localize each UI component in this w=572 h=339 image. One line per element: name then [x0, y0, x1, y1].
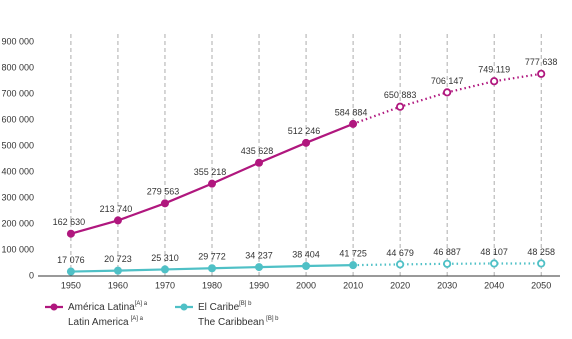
data-label: 48 258 [527, 247, 555, 257]
data-point [66, 229, 75, 238]
y-tick-label: 400 000 [1, 166, 34, 176]
data-point [349, 261, 358, 270]
data-point [396, 102, 405, 111]
data-point [490, 259, 499, 268]
data-label: 777 638 [525, 57, 558, 67]
data-point [160, 199, 169, 208]
legend-name-en: The Caribbean [198, 317, 264, 328]
data-label: 435 628 [241, 146, 274, 156]
data-point [113, 266, 122, 275]
y-tick-label: 500 000 [1, 140, 34, 150]
data-point [255, 158, 264, 167]
data-point [302, 138, 311, 147]
data-point [113, 216, 122, 225]
legend-note: [A] a [131, 316, 144, 322]
data-label: 706 147 [431, 76, 464, 86]
data-label: 584 884 [335, 107, 368, 117]
data-label: 20 723 [104, 254, 132, 264]
legend-note: [B] b [266, 316, 279, 322]
y-tick-label: 800 000 [1, 62, 34, 72]
data-label: 17 076 [57, 255, 85, 265]
x-tick-label: 1980 [202, 280, 222, 290]
data-point [208, 264, 216, 273]
legend-note: [B] b [239, 301, 252, 307]
data-point [302, 262, 311, 271]
y-tick-label: 700 000 [1, 88, 34, 98]
x-tick-label: 2010 [343, 280, 363, 290]
data-point [66, 267, 75, 276]
legend-marker [50, 303, 58, 311]
y-tick-label: 900 000 [1, 36, 34, 46]
data-point [537, 69, 546, 78]
data-point [396, 260, 405, 269]
data-point [443, 259, 452, 268]
x-tick-label: 1970 [155, 280, 175, 290]
data-label: 749 119 [478, 65, 510, 75]
data-label: 44 679 [386, 248, 414, 258]
y-tick-label: 0 [29, 270, 34, 280]
data-point [443, 88, 452, 97]
data-point [490, 77, 499, 86]
data-label: 355 218 [194, 167, 227, 177]
legend-name: América Latina [68, 302, 135, 313]
y-tick-label: 300 000 [1, 192, 34, 202]
data-label: 512 246 [288, 126, 321, 136]
data-label: 279 563 [147, 187, 180, 197]
data-point [255, 263, 264, 272]
y-tick-label: 100 000 [1, 244, 34, 254]
y-tick-label: 200 000 [1, 218, 34, 228]
x-tick-label: 2050 [531, 280, 551, 290]
y-tick-label: 600 000 [1, 114, 34, 124]
data-label: 38 404 [292, 249, 320, 259]
x-tick-label: 1950 [61, 280, 81, 290]
x-tick-label: 1960 [108, 280, 128, 290]
data-label: 48 107 [480, 247, 508, 257]
legend-marker [180, 303, 188, 311]
data-label: 46 887 [433, 247, 461, 257]
data-label: 162 630 [53, 217, 86, 227]
data-point [160, 265, 169, 274]
x-tick-label: 2020 [390, 280, 410, 290]
data-label: 34 237 [245, 250, 273, 260]
x-tick-label: 1990 [249, 280, 269, 290]
legend-note: [A] a [135, 301, 148, 307]
data-label: 213 740 [100, 204, 133, 214]
data-point [349, 119, 358, 128]
data-point [208, 179, 216, 188]
x-tick-label: 2030 [437, 280, 457, 290]
legend-name: El Caribe [198, 302, 240, 313]
legend-label: Latin America [A] a [68, 316, 144, 328]
legend-label: El Caribe[B] b [198, 301, 252, 313]
data-point [537, 259, 546, 268]
legend-name-en: Latin America [68, 317, 129, 328]
legend-label: América Latina[A] a [68, 301, 148, 313]
x-tick-label: 2040 [484, 280, 504, 290]
data-label: 25 310 [151, 253, 179, 263]
data-label: 29 772 [198, 252, 226, 262]
data-label: 650 883 [384, 90, 417, 100]
data-label: 41 725 [339, 249, 367, 259]
x-tick-label: 2000 [296, 280, 316, 290]
legend-label: The Caribbean [B] b [198, 316, 279, 328]
